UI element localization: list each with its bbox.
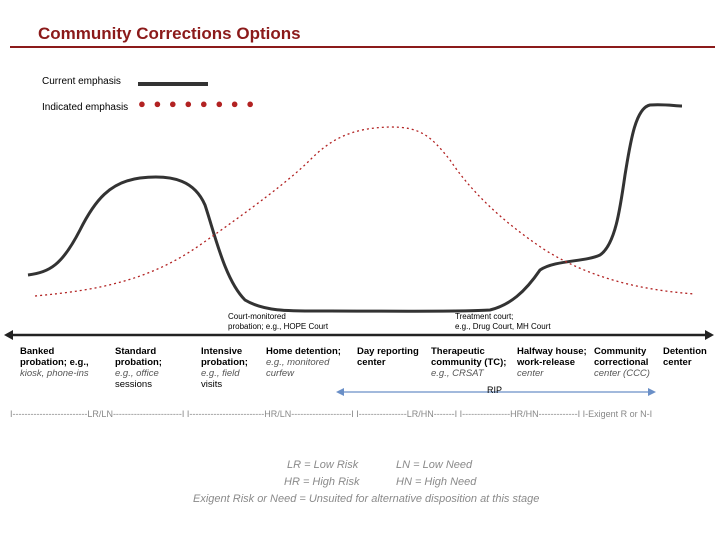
category-day-reporting-center: Day reporting center: [357, 346, 419, 368]
category-home-detention: Home detention; e.g., monitored curfew: [266, 346, 341, 379]
current-emphasis-curve: [27, 103, 683, 313]
title-underline: [10, 46, 715, 48]
category-community-correctional-center: Community correctional center (CCC): [594, 346, 650, 379]
legend-indicated-dots: ● ● ● ● ● ● ● ●: [138, 96, 257, 111]
category-detention-center: Detention center: [663, 346, 707, 368]
category-halfway-house: Halfway house; work-release center: [517, 346, 587, 379]
category-therapeutic-community: Therapeutic community (TC); e.g., CRSAT: [431, 346, 507, 379]
key-high-risk: HR = High Risk: [284, 476, 360, 488]
page-title: Community Corrections Options: [38, 24, 301, 43]
key-exigent: Exigent Risk or Need = Unsuited for alte…: [193, 493, 540, 505]
axis-left-arrowhead: [4, 330, 13, 340]
axis-right-arrowhead: [705, 330, 714, 340]
rip-range-arrow: [336, 388, 656, 396]
indicated-emphasis-curve: [34, 126, 696, 297]
note-court-monitored: Court-monitored probation; e.g., HOPE Co…: [228, 312, 329, 331]
key-high-need: HN = High Need: [396, 476, 477, 488]
category-intensive-probation: Intensive probation; e.g., field visits: [201, 346, 248, 390]
legend-current-line: [138, 82, 208, 86]
legend-indicated-label: Indicated emphasis: [42, 102, 129, 113]
category-banked-probation: Banked probation; e.g., kiosk, phone-ins: [20, 346, 89, 379]
key-low-risk: LR = Low Risk: [287, 459, 359, 471]
key-low-need: LN = Low Need: [396, 459, 473, 471]
note-treatment-court: Treatment court; e.g., Drug Court, MH Co…: [455, 312, 551, 331]
category-standard-probation: Standard probation; e.g., office session…: [115, 346, 162, 390]
risk-need-tier-line: I-------------------------LR/LN---------…: [10, 409, 653, 419]
legend-current-label: Current emphasis: [42, 76, 121, 87]
rip-label: RIP: [487, 385, 503, 395]
